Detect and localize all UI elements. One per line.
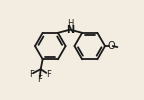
Text: F: F — [29, 70, 34, 79]
Text: O: O — [107, 41, 115, 51]
Text: N: N — [66, 25, 74, 35]
Text: H: H — [67, 20, 73, 28]
Text: F: F — [46, 70, 51, 79]
Text: F: F — [37, 74, 42, 84]
